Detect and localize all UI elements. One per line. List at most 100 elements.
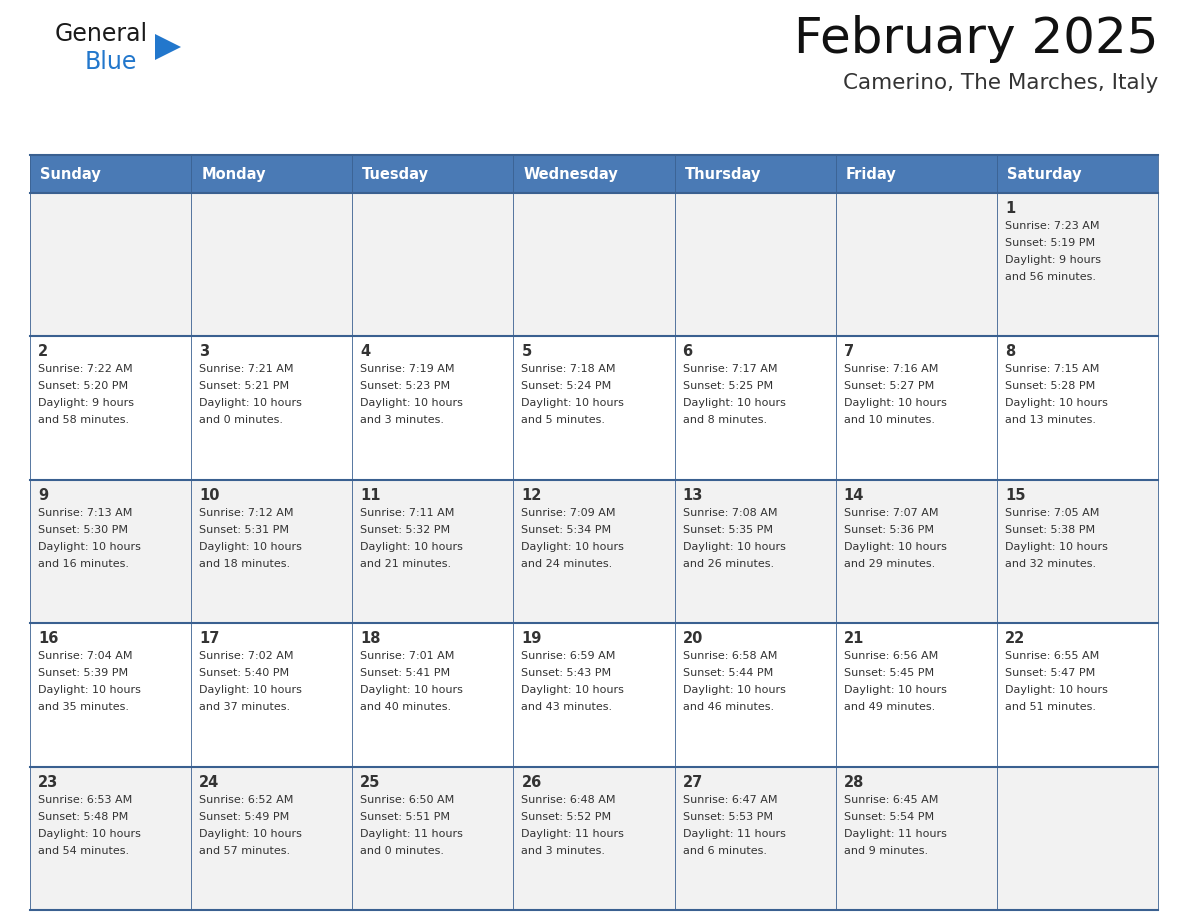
Text: Daylight: 10 hours: Daylight: 10 hours: [843, 542, 947, 552]
Text: Sunset: 5:52 PM: Sunset: 5:52 PM: [522, 812, 612, 822]
Bar: [30, 767, 191, 910]
Text: Sunset: 5:21 PM: Sunset: 5:21 PM: [200, 381, 289, 391]
Text: Sunrise: 7:15 AM: Sunrise: 7:15 AM: [1005, 364, 1099, 375]
Bar: [675, 767, 835, 910]
Text: Daylight: 10 hours: Daylight: 10 hours: [522, 685, 625, 695]
Text: Sunset: 5:35 PM: Sunset: 5:35 PM: [683, 525, 772, 535]
Text: 28: 28: [843, 775, 864, 789]
Text: Sunrise: 7:07 AM: Sunrise: 7:07 AM: [843, 508, 939, 518]
Text: Sunrise: 6:56 AM: Sunrise: 6:56 AM: [843, 651, 939, 661]
Text: Daylight: 11 hours: Daylight: 11 hours: [360, 829, 463, 839]
Text: 16: 16: [38, 632, 58, 646]
Text: 8: 8: [1005, 344, 1015, 360]
Text: Daylight: 10 hours: Daylight: 10 hours: [38, 829, 141, 839]
Polygon shape: [154, 34, 181, 60]
Text: and 21 minutes.: and 21 minutes.: [360, 559, 451, 569]
Text: and 13 minutes.: and 13 minutes.: [1005, 416, 1095, 425]
Text: Daylight: 10 hours: Daylight: 10 hours: [522, 542, 625, 552]
Text: General: General: [55, 22, 148, 46]
Bar: [997, 336, 1158, 480]
Text: Sunset: 5:41 PM: Sunset: 5:41 PM: [360, 668, 450, 678]
Text: Daylight: 9 hours: Daylight: 9 hours: [38, 398, 134, 409]
Text: Sunrise: 6:47 AM: Sunrise: 6:47 AM: [683, 795, 777, 804]
Text: Daylight: 10 hours: Daylight: 10 hours: [522, 398, 625, 409]
Bar: [353, 623, 513, 767]
Text: and 16 minutes.: and 16 minutes.: [38, 559, 129, 569]
Bar: [353, 336, 513, 480]
Bar: [30, 336, 191, 480]
Bar: [835, 336, 997, 480]
Text: Sunset: 5:27 PM: Sunset: 5:27 PM: [843, 381, 934, 391]
Text: 7: 7: [843, 344, 854, 360]
Bar: [835, 623, 997, 767]
Text: Friday: Friday: [846, 166, 897, 182]
Text: Sunset: 5:48 PM: Sunset: 5:48 PM: [38, 812, 128, 822]
Text: Tuesday: Tuesday: [362, 166, 429, 182]
Bar: [191, 480, 353, 623]
Text: and 0 minutes.: and 0 minutes.: [360, 845, 444, 856]
Text: Daylight: 10 hours: Daylight: 10 hours: [1005, 685, 1107, 695]
Text: Wednesday: Wednesday: [524, 166, 618, 182]
Bar: [997, 767, 1158, 910]
Bar: [30, 623, 191, 767]
Bar: [30, 193, 191, 336]
Text: and 43 minutes.: and 43 minutes.: [522, 702, 613, 712]
Text: 2: 2: [38, 344, 49, 360]
Text: and 26 minutes.: and 26 minutes.: [683, 559, 773, 569]
Text: Daylight: 10 hours: Daylight: 10 hours: [200, 542, 302, 552]
Text: Sunset: 5:34 PM: Sunset: 5:34 PM: [522, 525, 612, 535]
Text: Blue: Blue: [86, 50, 138, 74]
Text: Sunset: 5:44 PM: Sunset: 5:44 PM: [683, 668, 773, 678]
Bar: [835, 480, 997, 623]
Text: Sunrise: 7:21 AM: Sunrise: 7:21 AM: [200, 364, 293, 375]
Text: 19: 19: [522, 632, 542, 646]
Text: Daylight: 10 hours: Daylight: 10 hours: [38, 685, 141, 695]
Text: 12: 12: [522, 487, 542, 503]
Text: Daylight: 10 hours: Daylight: 10 hours: [843, 398, 947, 409]
Text: 5: 5: [522, 344, 532, 360]
Text: 3: 3: [200, 344, 209, 360]
Bar: [353, 767, 513, 910]
Text: and 57 minutes.: and 57 minutes.: [200, 845, 290, 856]
Bar: [191, 155, 353, 193]
Text: Sunrise: 7:18 AM: Sunrise: 7:18 AM: [522, 364, 615, 375]
Bar: [675, 155, 835, 193]
Text: Sunrise: 7:23 AM: Sunrise: 7:23 AM: [1005, 221, 1099, 231]
Text: Saturday: Saturday: [1007, 166, 1081, 182]
Text: and 5 minutes.: and 5 minutes.: [522, 416, 606, 425]
Text: Sunrise: 7:02 AM: Sunrise: 7:02 AM: [200, 651, 293, 661]
Text: 23: 23: [38, 775, 58, 789]
Text: Sunrise: 7:19 AM: Sunrise: 7:19 AM: [360, 364, 455, 375]
Bar: [513, 155, 675, 193]
Bar: [835, 193, 997, 336]
Text: Sunset: 5:53 PM: Sunset: 5:53 PM: [683, 812, 772, 822]
Text: Sunrise: 6:55 AM: Sunrise: 6:55 AM: [1005, 651, 1099, 661]
Text: 17: 17: [200, 632, 220, 646]
Text: Sunset: 5:25 PM: Sunset: 5:25 PM: [683, 381, 772, 391]
Text: 20: 20: [683, 632, 703, 646]
Text: and 29 minutes.: and 29 minutes.: [843, 559, 935, 569]
Text: Sunset: 5:39 PM: Sunset: 5:39 PM: [38, 668, 128, 678]
Text: Sunset: 5:45 PM: Sunset: 5:45 PM: [843, 668, 934, 678]
Text: Sunset: 5:47 PM: Sunset: 5:47 PM: [1005, 668, 1095, 678]
Text: Daylight: 10 hours: Daylight: 10 hours: [200, 685, 302, 695]
Text: Daylight: 10 hours: Daylight: 10 hours: [360, 398, 463, 409]
Text: Sunrise: 7:12 AM: Sunrise: 7:12 AM: [200, 508, 293, 518]
Text: Sunset: 5:19 PM: Sunset: 5:19 PM: [1005, 238, 1095, 248]
Text: 1: 1: [1005, 201, 1015, 216]
Text: Sunrise: 6:58 AM: Sunrise: 6:58 AM: [683, 651, 777, 661]
Bar: [191, 623, 353, 767]
Text: Daylight: 10 hours: Daylight: 10 hours: [683, 542, 785, 552]
Text: Sunset: 5:43 PM: Sunset: 5:43 PM: [522, 668, 612, 678]
Text: Sunrise: 7:22 AM: Sunrise: 7:22 AM: [38, 364, 133, 375]
Text: and 46 minutes.: and 46 minutes.: [683, 702, 773, 712]
Text: Sunset: 5:24 PM: Sunset: 5:24 PM: [522, 381, 612, 391]
Text: and 6 minutes.: and 6 minutes.: [683, 845, 766, 856]
Bar: [835, 155, 997, 193]
Text: Sunrise: 6:59 AM: Sunrise: 6:59 AM: [522, 651, 615, 661]
Bar: [513, 193, 675, 336]
Text: and 58 minutes.: and 58 minutes.: [38, 416, 129, 425]
Text: Sunrise: 7:09 AM: Sunrise: 7:09 AM: [522, 508, 615, 518]
Text: Daylight: 10 hours: Daylight: 10 hours: [1005, 542, 1107, 552]
Text: Sunset: 5:36 PM: Sunset: 5:36 PM: [843, 525, 934, 535]
